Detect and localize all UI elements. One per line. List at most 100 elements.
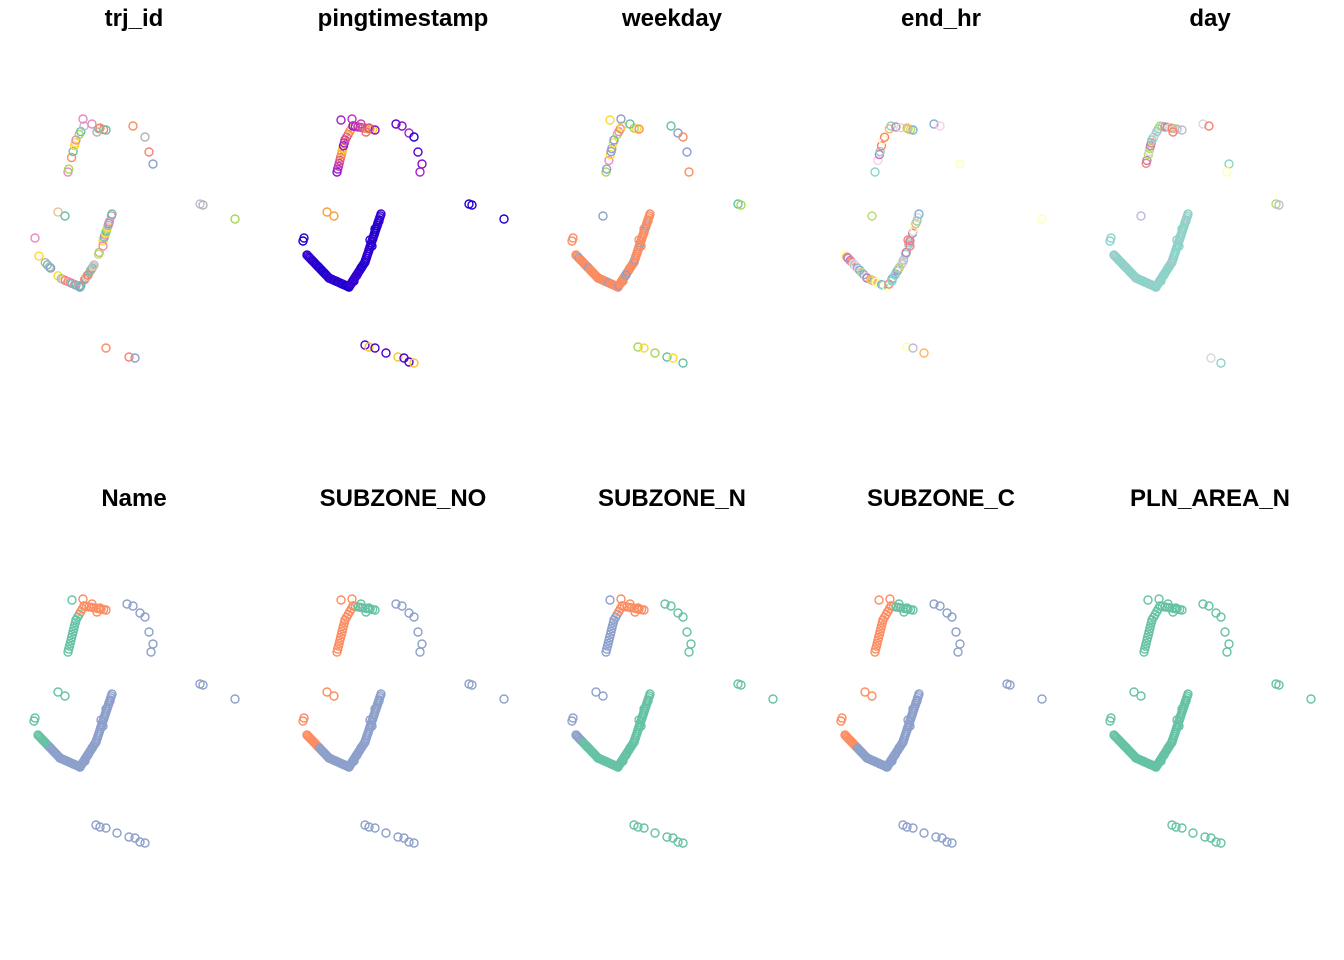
data-point	[96, 715, 106, 725]
data-point	[299, 233, 309, 243]
data-point	[415, 647, 425, 657]
data-point	[1216, 612, 1226, 622]
data-point	[908, 704, 918, 714]
data-point	[381, 348, 391, 358]
data-point	[1177, 605, 1187, 615]
data-point	[636, 241, 646, 251]
panel-pingtimestamp: pingtimestamp	[298, 5, 509, 368]
data-point	[45, 263, 56, 273]
data-point	[361, 607, 371, 617]
data-point	[95, 822, 105, 832]
data-point	[98, 721, 108, 731]
data-point	[112, 828, 122, 838]
data-point	[929, 599, 939, 609]
data-point	[1204, 601, 1214, 611]
data-point	[322, 687, 332, 697]
data-point	[105, 696, 115, 706]
data-point	[370, 605, 380, 615]
data-point	[643, 216, 653, 226]
data-point	[1172, 715, 1182, 725]
point-layer	[840, 119, 1047, 358]
panel-name: Name	[29, 485, 240, 848]
data-point	[903, 715, 913, 725]
data-point	[630, 607, 640, 617]
data-point	[885, 594, 895, 604]
data-point	[678, 358, 688, 368]
panel-day: day	[1105, 5, 1284, 368]
data-point	[860, 687, 870, 697]
data-point	[634, 124, 644, 134]
data-point	[1129, 687, 1139, 697]
panel-trj-id: trj_id	[30, 5, 240, 363]
panel-weekday: weekday	[567, 5, 746, 368]
data-point	[336, 115, 346, 125]
data-point	[130, 353, 140, 363]
data-point	[607, 143, 617, 154]
data-point	[621, 750, 631, 760]
data-point	[905, 721, 915, 731]
data-point	[144, 147, 154, 157]
point-layer	[836, 594, 1047, 848]
panels-layer: trj_id pingtimestamp weekday end_hr day Name S…	[29, 5, 1316, 848]
data-point	[92, 127, 102, 137]
data-point	[873, 155, 883, 166]
panel-title: SUBZONE_C	[867, 485, 1015, 512]
data-point	[953, 647, 963, 657]
data-point	[53, 207, 63, 217]
data-point	[467, 680, 477, 690]
data-point	[875, 146, 885, 157]
data-point	[678, 132, 688, 142]
data-point	[931, 832, 941, 842]
data-point	[356, 743, 366, 753]
data-point	[68, 146, 78, 157]
data-point	[867, 691, 877, 701]
data-point	[374, 216, 384, 226]
data-point	[397, 121, 407, 131]
data-point	[870, 167, 880, 177]
data-point	[682, 147, 692, 157]
data-point	[329, 691, 339, 701]
data-point	[891, 122, 901, 132]
data-point	[367, 241, 377, 251]
data-point	[768, 694, 778, 704]
data-point	[1177, 823, 1187, 833]
data-point	[66, 152, 77, 163]
data-point	[415, 167, 425, 177]
data-point	[625, 263, 635, 273]
data-point	[124, 832, 134, 842]
data-point	[78, 114, 88, 124]
data-point	[876, 141, 887, 151]
data-point	[101, 823, 111, 833]
data-point	[352, 270, 362, 280]
data-point	[322, 207, 332, 217]
data-point	[92, 607, 102, 617]
data-point	[128, 601, 138, 611]
data-point	[604, 155, 614, 166]
data-point	[736, 200, 746, 210]
data-point	[1198, 119, 1208, 129]
data-point	[370, 343, 380, 353]
data-point	[124, 352, 134, 362]
data-point	[633, 822, 643, 832]
data-point	[30, 713, 40, 723]
panel-title: end_hr	[901, 5, 981, 32]
data-point	[499, 694, 509, 704]
data-point	[370, 224, 380, 234]
data-point	[894, 263, 904, 273]
data-point	[499, 214, 509, 224]
data-point	[397, 601, 407, 611]
point-layer	[30, 114, 240, 363]
point-layer	[1105, 594, 1316, 848]
data-point	[1222, 167, 1232, 177]
data-point	[1206, 353, 1216, 363]
data-point	[660, 599, 670, 609]
data-point	[605, 595, 615, 605]
data-point	[146, 647, 156, 657]
data-point	[1211, 837, 1221, 847]
data-point	[1163, 599, 1173, 609]
panel-title: PLN_AREA_N	[1130, 485, 1290, 512]
data-point	[393, 352, 403, 362]
data-point	[1198, 599, 1208, 609]
data-point	[299, 713, 309, 723]
